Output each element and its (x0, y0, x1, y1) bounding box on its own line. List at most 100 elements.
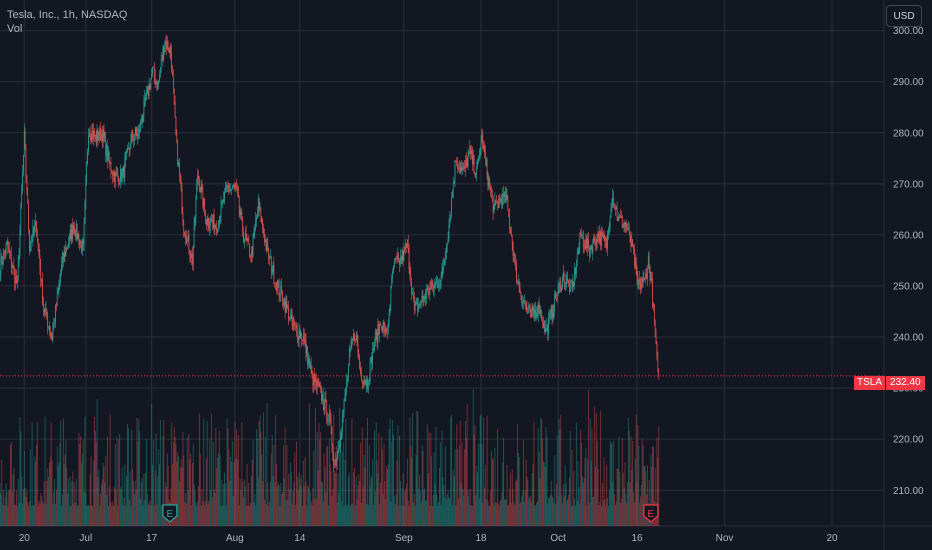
candle-body (328, 411, 330, 421)
candle-body (578, 246, 580, 254)
candle-body (606, 238, 608, 249)
candle-body (198, 175, 199, 180)
candle-body (331, 426, 333, 446)
volume-bar (372, 458, 374, 526)
volume-bar (514, 504, 516, 526)
candle-body (106, 145, 107, 156)
volume-bar (328, 438, 330, 526)
candle-body (562, 276, 563, 288)
candle-body (498, 199, 500, 208)
volume-bar (539, 477, 541, 526)
volume-bar (658, 426, 660, 526)
candle-body (537, 301, 539, 317)
candle-body (110, 162, 112, 172)
candle-body (544, 321, 546, 332)
candle-body (380, 324, 381, 326)
volume-bar (143, 473, 145, 526)
candle-body (266, 243, 268, 251)
candle-body (186, 237, 188, 244)
earnings-marker[interactable]: E (643, 504, 659, 523)
candle-body (476, 167, 478, 175)
volume-bar (375, 422, 377, 526)
candle-body (162, 48, 164, 61)
candle-body (214, 225, 216, 231)
volume-bar (480, 414, 482, 526)
volume-bar (37, 505, 39, 526)
candle-body (288, 307, 289, 321)
candle-body (224, 187, 226, 193)
candle-body (302, 335, 304, 341)
volume-bar (43, 481, 45, 526)
volume-bar (657, 458, 659, 526)
volume-bar (323, 453, 325, 526)
candle-body (142, 116, 144, 123)
volume-bar (81, 463, 82, 526)
volume-bar (446, 494, 448, 526)
volume-bar (267, 482, 269, 526)
volume-bar (596, 440, 598, 526)
candle-body (21, 190, 23, 206)
volume-bar (124, 464, 126, 526)
symbol-title[interactable]: Tesla, Inc., 1h, NASDAQ (7, 9, 128, 21)
volume-bar (367, 417, 368, 526)
volume-bar (71, 480, 73, 526)
volume-bar (412, 412, 414, 526)
volume-bar (458, 445, 460, 526)
candle-body (309, 358, 310, 368)
earnings-marker[interactable]: E (162, 504, 178, 523)
volume-bar (120, 487, 121, 526)
volume-bar (252, 440, 254, 526)
volume-label[interactable]: Vol (7, 23, 23, 35)
candle-body (480, 143, 482, 155)
candle-body (225, 187, 227, 188)
volume-bar (483, 417, 485, 526)
volume-bar (308, 487, 310, 526)
volume-bar (255, 505, 257, 526)
candle-body (599, 231, 601, 242)
candle-body (413, 293, 414, 299)
candle-body (204, 198, 205, 211)
candle-body (653, 304, 654, 307)
volume-bar (79, 444, 81, 526)
candle-body (332, 445, 334, 455)
candle-body (13, 265, 15, 270)
candle-body (69, 229, 71, 234)
candle-body (449, 218, 451, 226)
volume-bar (513, 502, 515, 526)
volume-bar (139, 431, 141, 526)
candle-body (624, 222, 626, 226)
candle-body (421, 295, 423, 301)
candle-body (99, 128, 101, 138)
volume-bar (443, 484, 445, 526)
volume-bar (590, 460, 592, 526)
candle-body (158, 80, 159, 85)
volume-bar (10, 442, 12, 526)
candle-body (588, 239, 589, 249)
volume-bar (264, 436, 266, 526)
currency-button[interactable]: USD (886, 5, 922, 27)
candle-body (447, 238, 449, 244)
candle-body (448, 225, 450, 239)
candle-body (96, 130, 98, 142)
candle-body (530, 307, 531, 318)
volume-bar (156, 504, 158, 526)
volume-bar (586, 505, 588, 526)
volume-bar (466, 403, 468, 526)
volume-bar (543, 462, 545, 526)
volume-bar (184, 501, 186, 526)
volume-bar (374, 430, 375, 526)
volume-bar (609, 440, 611, 526)
candle-body (80, 241, 81, 243)
volume-bar (15, 504, 17, 526)
volume-bar (20, 431, 22, 526)
candle-body (527, 308, 529, 310)
candle-body (369, 362, 371, 381)
volume-bar (496, 502, 498, 526)
volume-bar (569, 477, 570, 526)
volume-bar (579, 503, 581, 526)
volume-bar (497, 503, 499, 526)
volume-bar (580, 429, 582, 526)
volume-bar (163, 419, 165, 526)
